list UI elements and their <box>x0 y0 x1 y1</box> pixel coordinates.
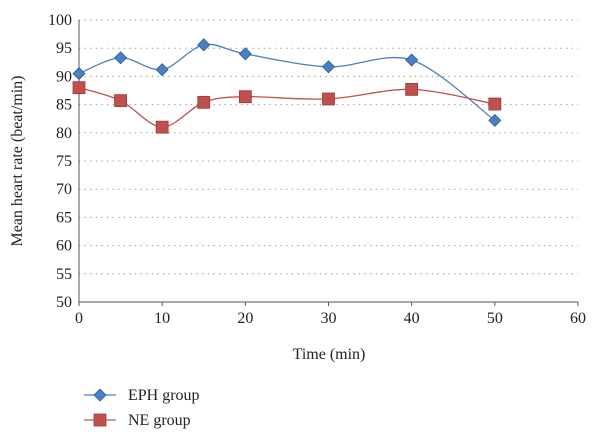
x-tick-label: 20 <box>237 310 253 327</box>
data-point-ne-group <box>155 120 169 134</box>
data-point-eph-group <box>155 63 169 77</box>
y-tick-label: 60 <box>56 238 72 255</box>
series-line-ne-group <box>78 87 495 128</box>
x-tick-label: 10 <box>154 310 170 327</box>
y-tick-label: 80 <box>56 125 72 142</box>
y-tick-label: 90 <box>56 68 72 85</box>
data-point-ne-group <box>114 94 127 108</box>
legend-marker-ne-group <box>93 413 107 427</box>
x-tick-label: 40 <box>404 310 420 327</box>
y-tick-label: 70 <box>56 181 72 198</box>
y-tick-label: 85 <box>56 97 72 114</box>
y-tick-label: 50 <box>56 294 72 311</box>
data-point-ne-group <box>72 81 86 95</box>
data-point-ne-group <box>405 82 419 96</box>
x-tick-label: 30 <box>321 310 337 327</box>
data-point-ne-group <box>488 97 502 111</box>
x-tick-label: 0 <box>75 310 83 327</box>
series-line-eph-group <box>78 43 496 121</box>
data-point-ne-group <box>322 92 335 106</box>
y-tick-label: 65 <box>56 209 72 226</box>
y-tick-label: 55 <box>56 266 72 283</box>
x-axis-ticks: 0 10 20 30 40 50 60 <box>75 302 586 327</box>
x-tick-label: 50 <box>487 310 503 327</box>
x-axis-title: Time (min) <box>293 346 366 363</box>
y-axis-title: Mean heart rate (beat/min) <box>9 75 26 246</box>
data-point-eph-group <box>197 38 211 52</box>
legend: EPH group NE group <box>84 387 200 429</box>
y-tick-label: 95 <box>56 40 72 57</box>
grid-lines <box>79 19 578 275</box>
data-point-ne-group <box>238 90 252 104</box>
data-point-eph-group <box>405 53 419 67</box>
x-tick-label: 60 <box>570 310 586 327</box>
data-point-eph-group <box>238 47 252 61</box>
data-point-eph-group <box>321 60 336 74</box>
legend-label-eph-group: EPH group <box>128 387 200 404</box>
data-point-eph-group <box>72 67 86 81</box>
legend-label-ne-group: NE group <box>128 412 191 429</box>
legend-marker-eph-group <box>93 388 107 402</box>
data-point-eph-group <box>488 113 502 127</box>
y-tick-label: 75 <box>56 153 72 170</box>
series-layer <box>72 38 502 134</box>
y-tick-label: 100 <box>48 12 72 29</box>
y-axis-ticks: 50 55 60 65 70 75 80 85 90 95 100 <box>48 12 72 311</box>
data-point-eph-group <box>114 51 128 65</box>
data-point-ne-group <box>197 95 211 109</box>
